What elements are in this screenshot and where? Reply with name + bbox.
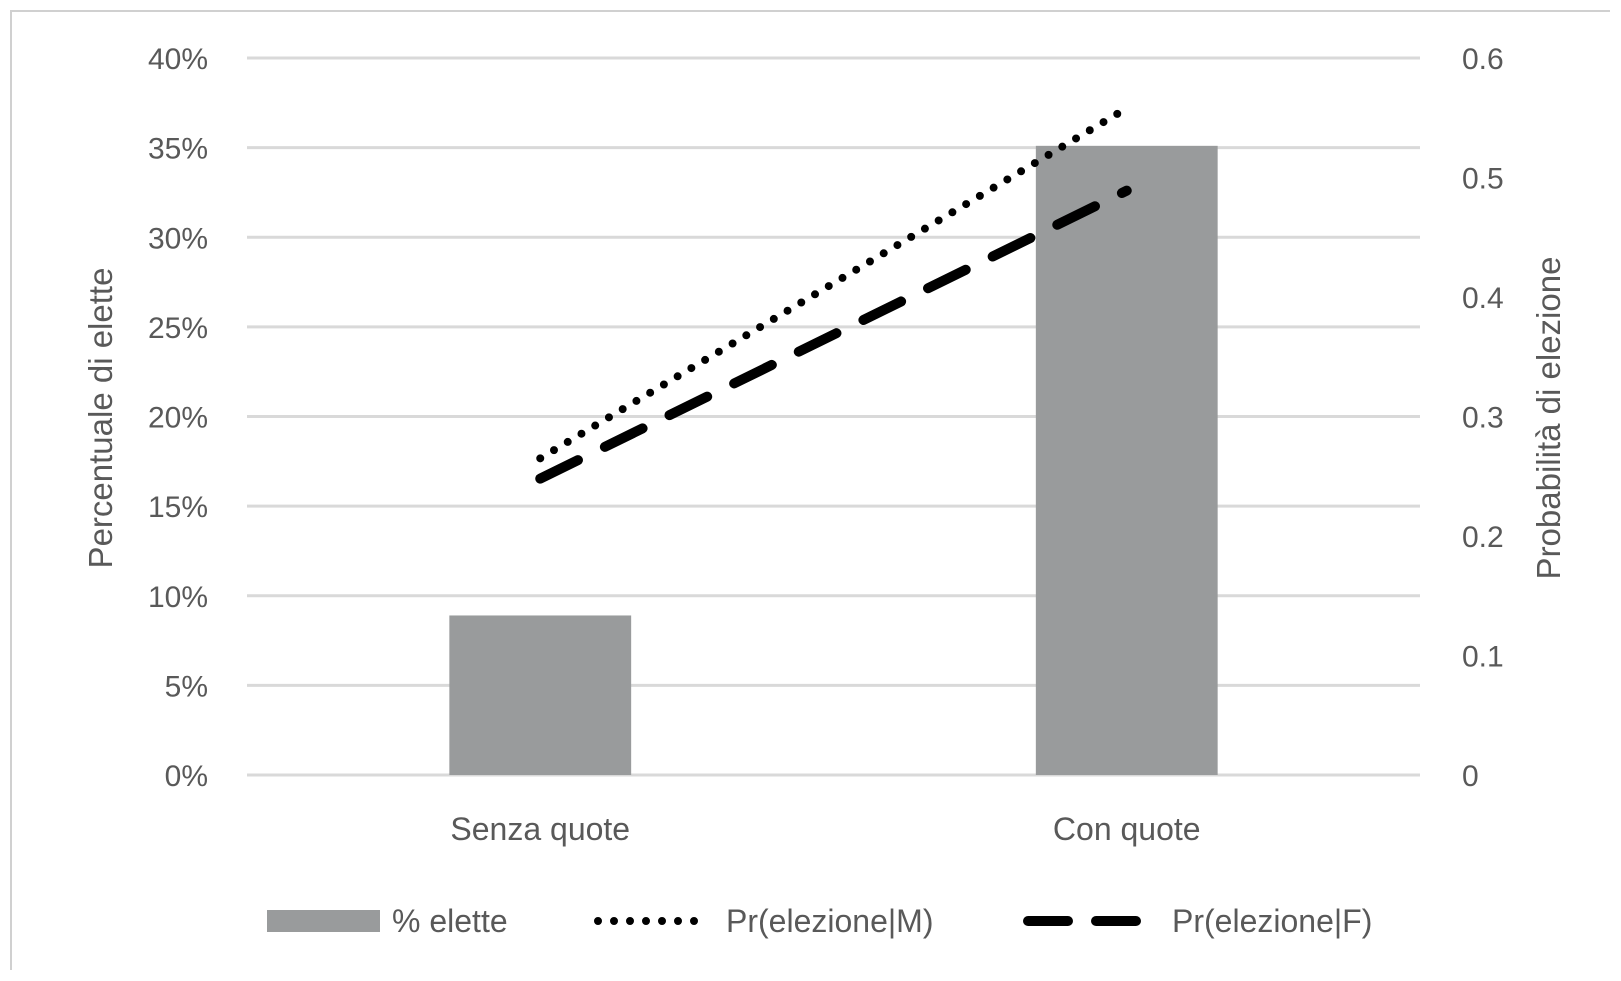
legend-label-pr-m: Pr(elezione|M): [726, 903, 933, 939]
series-line: [535, 185, 1132, 484]
legend-label-elette: % elette: [392, 903, 508, 939]
left-tick-label: 40%: [148, 43, 208, 76]
left-axis-title: Percentuale di elette: [82, 268, 119, 569]
category-label: Senza quote: [450, 811, 630, 847]
left-tick-label: 30%: [148, 222, 208, 255]
left-tick-label: 5%: [165, 670, 208, 703]
category-label: Con quote: [1053, 811, 1201, 847]
left-tick-label: 25%: [148, 312, 208, 345]
right-tick-label: 0.4: [1462, 282, 1504, 315]
legend-label-pr-f: Pr(elezione|F): [1172, 903, 1372, 939]
left-tick-label: 15%: [148, 491, 208, 524]
left-tick-label: 20%: [148, 402, 208, 435]
category-labels: Senza quote Con quote: [450, 811, 1200, 847]
left-axis-ticks: 0% 5% 10% 15% 20% 25% 30% 35% 40%: [148, 43, 208, 793]
right-axis-title: Probabilità di elezione: [1530, 257, 1567, 580]
right-tick-label: 0: [1462, 760, 1479, 793]
legend-swatch-elette: [267, 910, 380, 932]
bars: [449, 145, 1218, 775]
left-tick-label: 35%: [148, 133, 208, 166]
right-tick-label: 0.5: [1462, 163, 1504, 196]
right-tick-label: 0.1: [1462, 641, 1504, 674]
series-line: [536, 104, 1131, 463]
right-tick-label: 0.2: [1462, 521, 1504, 554]
bar: [1035, 145, 1218, 775]
chart-frame: [10, 10, 1610, 970]
right-axis-ticks: 0 0.1 0.2 0.3 0.4 0.5 0.6: [1462, 43, 1504, 793]
right-tick-label: 0.3: [1462, 402, 1504, 435]
left-tick-label: 0%: [165, 760, 208, 793]
legend: % elette Pr(elezione|M) Pr(elezione|F): [267, 903, 1372, 939]
gridlines: [247, 56, 1420, 777]
bar: [449, 615, 632, 775]
right-tick-label: 0.6: [1462, 43, 1504, 76]
lines: [535, 104, 1132, 484]
left-tick-label: 10%: [148, 581, 208, 614]
